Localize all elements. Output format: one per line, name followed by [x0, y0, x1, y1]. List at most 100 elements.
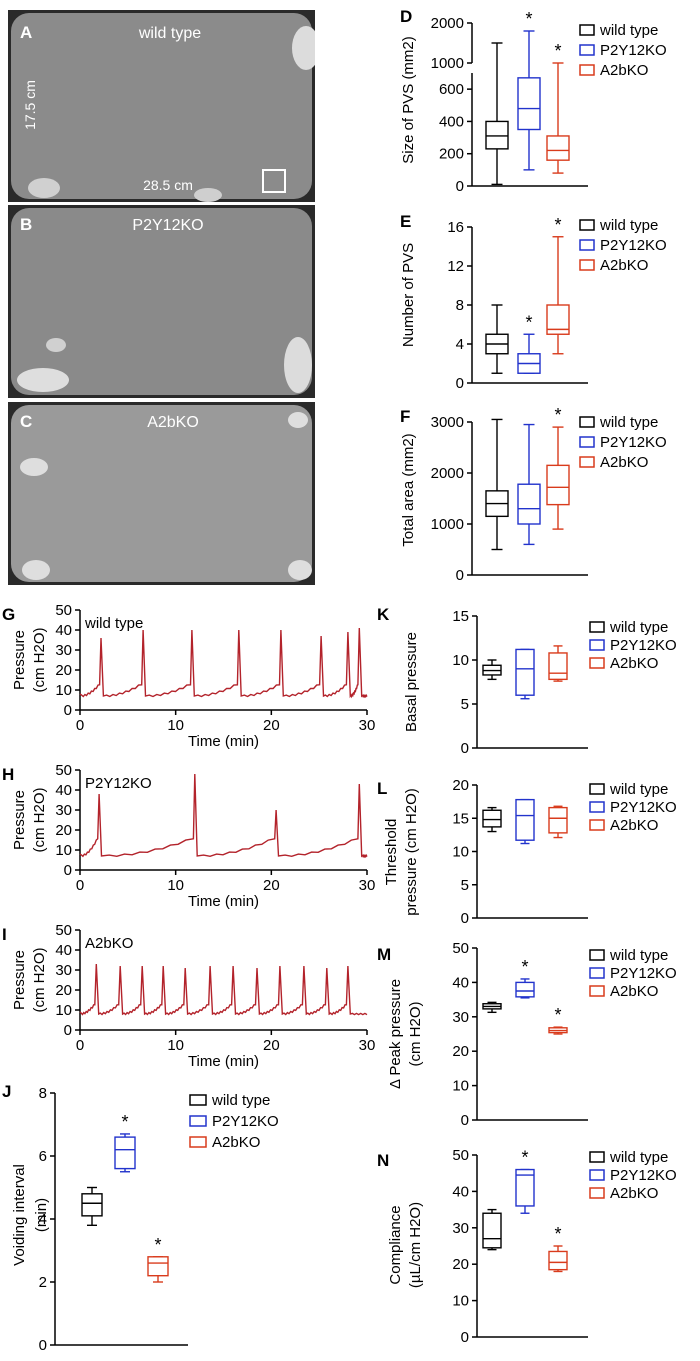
trace-label: A2bKO	[85, 935, 133, 952]
legend-swatch	[189, 1094, 207, 1106]
legend-label: P2Y12KO	[610, 637, 677, 654]
y-tick-label: 40	[452, 974, 469, 991]
filter-paper-b	[11, 208, 312, 395]
box-a2bko	[548, 652, 568, 681]
y-axis-label: Pressure	[11, 630, 28, 690]
chart-n-compliance: 0 10 20 30 40 50 Compliance (µL/cm H2O) * * wild t…	[377, 1147, 677, 1346]
box-a2bko	[548, 1250, 568, 1271]
y-tick-label: 2000	[431, 15, 464, 32]
x-tick-label: 0	[76, 1037, 84, 1054]
significance-asterisk: *	[554, 215, 561, 235]
y-tick-label: 20	[452, 1256, 469, 1273]
legend-label: wild type	[609, 619, 668, 636]
chart-i-a2bko-trace: 0 10 20 30 40 50 0 10 20 30 Time (min) Pressure (cm …	[2, 922, 376, 1070]
legend-swatch	[589, 819, 605, 831]
y-axis-label: Threshold	[383, 819, 400, 886]
panel-letter: N	[377, 1151, 389, 1170]
void-spot	[28, 178, 60, 198]
y-tick-label: 50	[452, 940, 469, 957]
y-tick-label: 4	[456, 336, 464, 353]
void-spot	[292, 26, 320, 70]
legend-swatch	[589, 1169, 605, 1181]
y-tick-label: 10	[55, 1002, 72, 1019]
legend-swatch	[579, 416, 595, 428]
y-tick-label: 30	[452, 1220, 469, 1237]
y-axis-label: (cm H2O)	[31, 628, 48, 693]
void-spot	[20, 458, 48, 476]
y-axis-label: Voiding interval	[11, 1164, 28, 1266]
legend-swatch	[589, 985, 605, 997]
x-tick-label: 30	[359, 877, 376, 894]
y-tick-label: 40	[55, 622, 72, 639]
legend-label: P2Y12KO	[600, 237, 667, 254]
legend-swatch	[579, 219, 595, 231]
x-tick-label: 0	[76, 877, 84, 894]
y-axis-label: (cm H2O)	[31, 788, 48, 853]
void-spot	[46, 338, 66, 352]
legend-label: wild type	[211, 1092, 270, 1109]
y-tick-label: 0	[64, 702, 72, 719]
chart-l-threshold-pressure: 0 5 10 15 20 Threshold pressure (cm H2O) wild t…	[377, 777, 677, 927]
photo-panel-b: B P2Y12KO	[8, 205, 315, 398]
legend-label: wild type	[599, 22, 658, 39]
filter-paper-c	[11, 405, 312, 582]
photo-b-svg: B P2Y12KO	[11, 208, 312, 395]
y-tick-label: 50	[55, 602, 72, 619]
paper-height-dim: 17.5 cm	[22, 80, 38, 130]
chart-j-voiding-interval: 0 2 4 6 8 Voiding interval (min) * * wild type P2Y…	[2, 1082, 279, 1354]
y-axis-label: Pressure	[11, 790, 28, 850]
y-tick-label: 200	[439, 146, 464, 163]
y-tick-label: 0	[461, 910, 469, 927]
box-wild-type	[482, 1212, 502, 1249]
legend-swatch	[579, 456, 595, 468]
panel-letter: G	[2, 605, 15, 624]
box-a2bko	[546, 464, 570, 506]
filter-paper-a	[11, 13, 312, 199]
panel-letter: I	[2, 925, 7, 944]
y-tick-label: 0	[456, 375, 464, 392]
photo-b-label: P2Y12KO	[132, 217, 203, 234]
legend-label: wild type	[609, 781, 668, 798]
significance-asterisk: *	[521, 1148, 528, 1168]
y-tick-label: 40	[55, 782, 72, 799]
y-tick-label: 0	[64, 1022, 72, 1039]
x-tick-label: 10	[167, 717, 184, 734]
chart-d-pvs-size: 0 200 400 600 1000 2000 Size of PVS (mm2) * * wil…	[400, 7, 667, 195]
legend-swatch	[589, 949, 605, 961]
legend-label: A2bKO	[212, 1134, 260, 1151]
y-tick-label: 400	[439, 113, 464, 130]
y-axis-label: (cm H2O)	[407, 1002, 424, 1067]
y-tick-label: 10	[55, 842, 72, 859]
legend-swatch	[589, 639, 605, 651]
y-axis-label: Pressure	[11, 950, 28, 1010]
box-a2bko	[548, 806, 568, 834]
legend-label: A2bKO	[610, 817, 658, 834]
y-tick-label: 10	[452, 1078, 469, 1095]
box-p2y12ko	[515, 981, 535, 998]
y-tick-label: 600	[439, 81, 464, 98]
box-wild-type	[81, 1193, 103, 1217]
x-tick-label: 30	[359, 1037, 376, 1054]
y-tick-label: 0	[39, 1337, 47, 1354]
panel-letter: D	[400, 7, 412, 26]
box-p2y12ko	[517, 483, 541, 525]
y-tick-label: 30	[55, 802, 72, 819]
photo-a-label: wild type	[138, 25, 201, 42]
legend-label: A2bKO	[610, 1185, 658, 1202]
panel-letter: F	[400, 407, 410, 426]
pressure-trace	[79, 963, 368, 1016]
box-p2y12ko	[515, 648, 535, 696]
significance-asterisk: *	[554, 405, 561, 425]
legend-label: P2Y12KO	[610, 1167, 677, 1184]
box-p2y12ko	[517, 77, 541, 131]
x-tick-label: 20	[263, 877, 280, 894]
significance-asterisk: *	[554, 41, 561, 61]
y-tick-label: 40	[452, 1183, 469, 1200]
y-tick-label: 20	[55, 982, 72, 999]
y-tick-label: 10	[55, 682, 72, 699]
chart-h-p2y12ko-trace: 0 10 20 30 40 50 0 10 20 30 Time (min) Pressure (cm …	[2, 762, 376, 910]
panel-letter: E	[400, 212, 411, 231]
significance-asterisk: *	[521, 957, 528, 977]
legend-label: wild type	[599, 217, 658, 234]
y-tick-label: 1000	[431, 516, 464, 533]
